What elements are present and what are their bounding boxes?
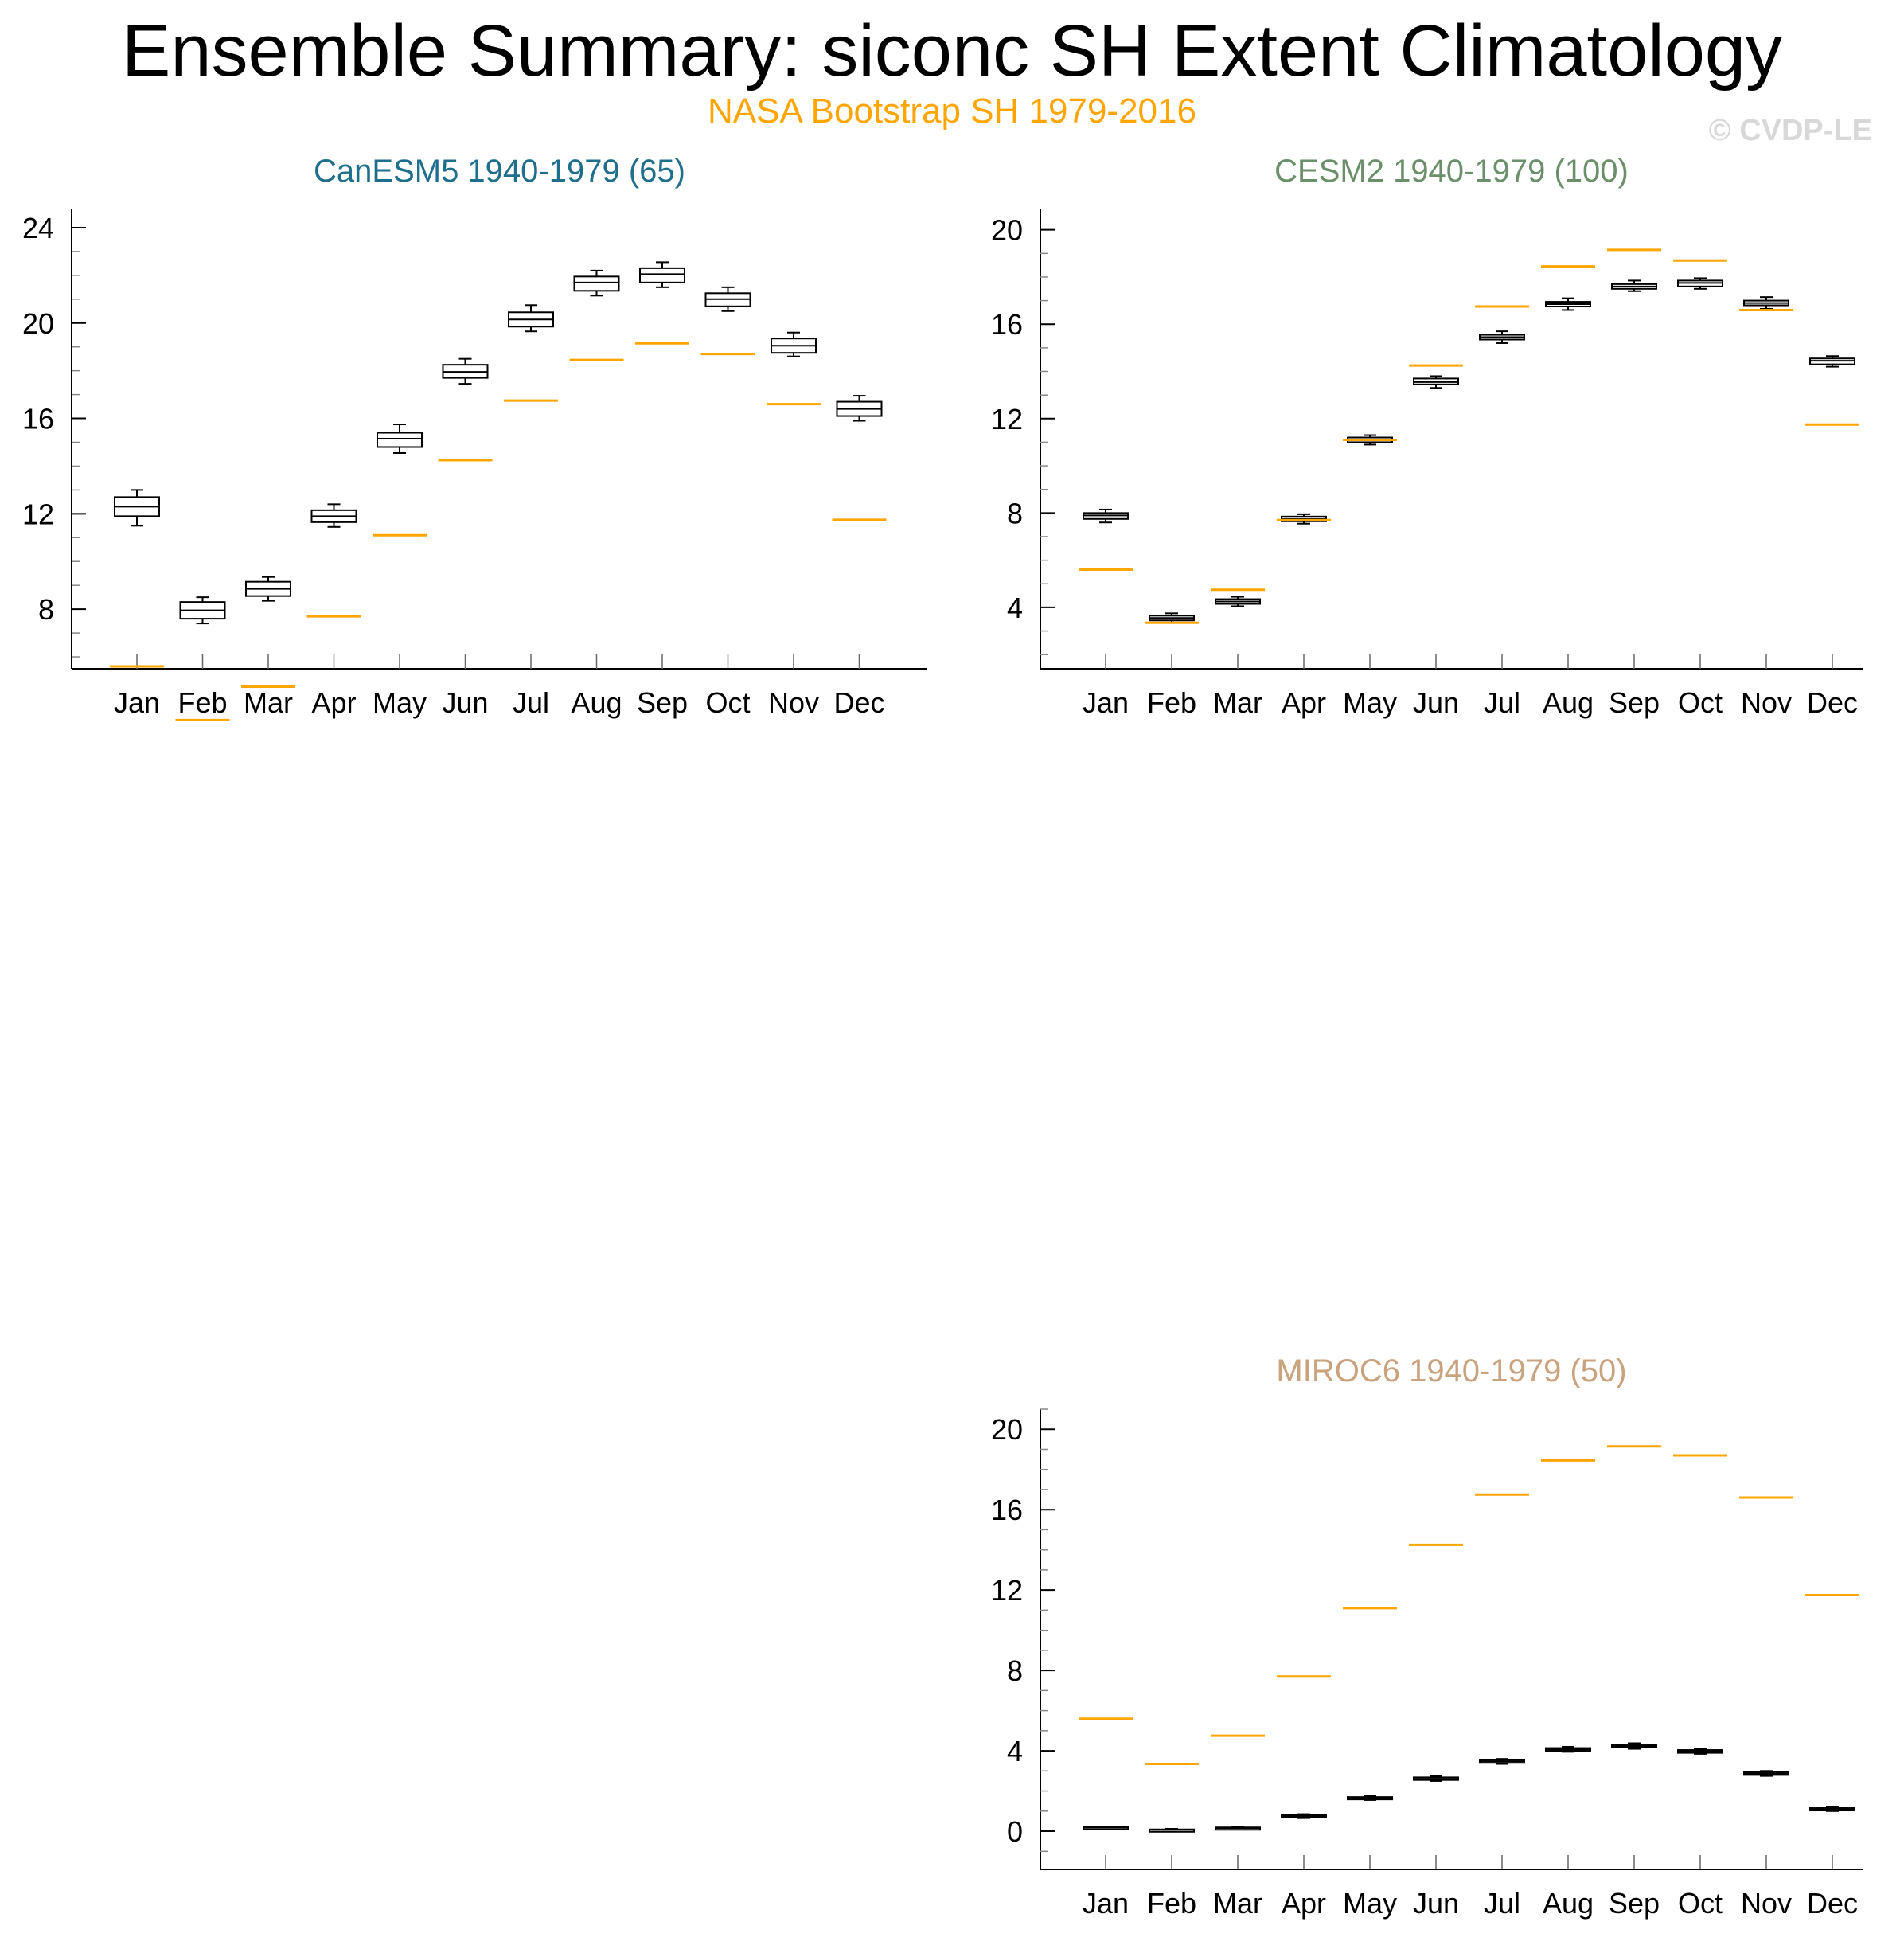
x-tick-label-jan: Jan (1083, 1887, 1129, 1920)
x-tick-label-jun: Jun (442, 686, 488, 719)
x-tick-label-jan: Jan (114, 686, 160, 719)
y-tick-label: 8 (38, 593, 54, 626)
x-tick-label-apr: Apr (1282, 686, 1326, 719)
canesm5-box-jul (508, 304, 554, 333)
canesm5-box-oct (704, 286, 751, 312)
canesm5-box-mar (245, 576, 291, 602)
miroc6-box-aug (1545, 1746, 1591, 1753)
canesm5-title: CanESM5 1940-1979 (65) (314, 154, 685, 189)
canesm5-box-sep (639, 261, 685, 288)
x-tick-label-jun: Jun (1413, 1887, 1459, 1920)
box-iqr (377, 432, 423, 448)
x-tick-label-sep: Sep (637, 686, 688, 719)
cesm2-box-mar (1215, 596, 1261, 607)
canesm5-box-feb (179, 596, 226, 625)
miroc6-box-mar (1215, 1826, 1261, 1831)
x-tick-label-jul: Jul (1484, 1887, 1520, 1920)
x-tick-label-oct: Oct (1678, 1887, 1723, 1920)
cesm2-box-oct (1677, 277, 1723, 290)
miroc6-box-feb (1149, 1828, 1195, 1833)
x-tick-label-may: May (373, 686, 427, 719)
x-tick-label-dec: Dec (833, 686, 884, 719)
y-tick-label: 0 (1007, 1815, 1023, 1848)
x-tick-label-nov: Nov (1741, 1887, 1792, 1920)
y-tick-label: 16 (22, 403, 54, 435)
x-tick-label-jan: Jan (1083, 686, 1129, 719)
x-tick-label-aug: Aug (571, 686, 622, 719)
miroc6-box-jan (1083, 1825, 1129, 1830)
y-tick-label: 12 (22, 498, 54, 530)
x-tick-label-feb: Feb (178, 686, 227, 719)
x-tick-label-jul: Jul (513, 686, 549, 719)
miroc6-box-apr (1281, 1813, 1327, 1819)
x-tick-label-oct: Oct (1678, 686, 1723, 719)
cesm2-box-sep (1611, 279, 1657, 292)
cesm2-box-dec (1809, 355, 1855, 368)
miroc6-box-sep (1611, 1742, 1657, 1750)
x-tick-label-sep: Sep (1609, 686, 1660, 719)
miroc6-box-may (1347, 1795, 1393, 1801)
cesm2-box-jul (1479, 330, 1525, 344)
cesm2-box-jan (1083, 508, 1129, 524)
x-tick-label-jun: Jun (1413, 686, 1459, 719)
x-tick-label-feb: Feb (1147, 686, 1196, 719)
y-tick-label: 20 (991, 1413, 1023, 1446)
cesm2-title: CESM2 1940-1979 (100) (1274, 154, 1629, 189)
canesm5-box-aug (573, 269, 620, 297)
x-tick-label-sep: Sep (1609, 1887, 1660, 1920)
box-iqr (639, 267, 685, 283)
y-tick-label: 24 (22, 212, 54, 244)
x-tick-label-mar: Mar (1213, 686, 1262, 719)
y-tick-label: 12 (991, 403, 1023, 435)
x-tick-label-may: May (1343, 1887, 1397, 1920)
canesm5-box-dec (836, 395, 883, 422)
y-tick-label: 16 (991, 1494, 1023, 1526)
miroc6-title: MIROC6 1940-1979 (50) (1276, 1353, 1626, 1388)
observations-subtitle: NASA Bootstrap SH 1979-2016 (708, 92, 1196, 131)
cesm2-box-jun (1413, 375, 1459, 389)
cesm2-box-nov (1743, 296, 1789, 310)
y-tick-label: 16 (991, 308, 1023, 341)
y-tick-label: 8 (1007, 1654, 1023, 1687)
y-tick-label: 20 (22, 307, 54, 340)
x-tick-label-aug: Aug (1543, 686, 1594, 719)
x-tick-label-apr: Apr (311, 686, 356, 719)
x-tick-label-nov: Nov (768, 686, 819, 719)
cesm2-box-aug (1545, 297, 1591, 311)
canesm5-box-nov (771, 331, 817, 357)
x-tick-label-dec: Dec (1807, 1887, 1858, 1920)
miroc6-box-nov (1743, 1770, 1789, 1777)
x-tick-label-jul: Jul (1484, 686, 1520, 719)
x-tick-label-mar: Mar (1213, 1887, 1262, 1920)
x-tick-label-aug: Aug (1543, 1887, 1594, 1920)
x-tick-label-apr: Apr (1282, 1887, 1326, 1920)
figure-title: Ensemble Summary: siconc SH Extent Clima… (121, 10, 1783, 92)
y-tick-label: 20 (991, 214, 1023, 247)
canesm5-box-jun (442, 357, 489, 385)
miroc6-box-oct (1677, 1748, 1723, 1755)
x-tick-label-dec: Dec (1807, 686, 1858, 719)
y-tick-label: 4 (1007, 1735, 1023, 1767)
miroc6-box-jul (1479, 1758, 1525, 1765)
box-iqr (573, 275, 620, 292)
y-tick-label: 4 (1007, 592, 1023, 624)
canesm5-box-apr (310, 503, 357, 528)
x-tick-label-mar: Mar (244, 686, 293, 719)
y-tick-label: 8 (1007, 497, 1023, 529)
x-tick-label-may: May (1343, 686, 1397, 719)
x-tick-label-feb: Feb (1147, 1887, 1196, 1920)
canesm5-box-may (377, 424, 423, 454)
miroc6-box-dec (1809, 1806, 1855, 1812)
miroc6-box-jun (1413, 1775, 1459, 1782)
y-tick-label: 12 (991, 1574, 1023, 1607)
x-tick-label-oct: Oct (705, 686, 750, 719)
copyright-label: © CVDP-LE (1708, 114, 1872, 147)
x-tick-label-nov: Nov (1741, 686, 1792, 719)
canesm5-box-jan (114, 489, 160, 527)
